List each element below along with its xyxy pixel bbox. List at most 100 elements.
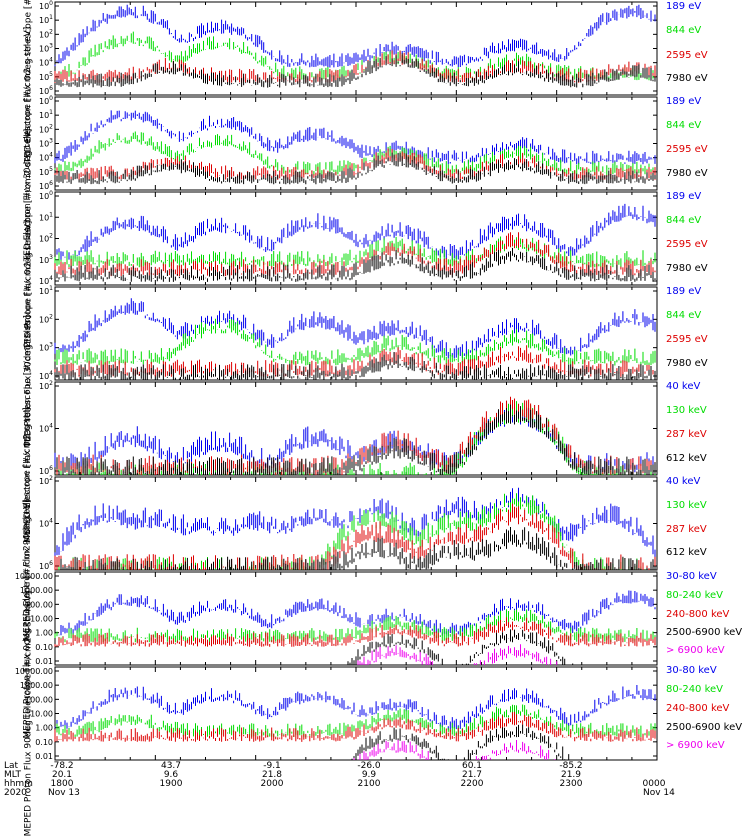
y-tick-exponent: 4 [49,518,53,525]
y-tick-label: 101 [39,14,53,25]
y-tick-exponent: 6 [49,180,53,187]
series-189-ev [54,298,656,359]
series-189-ev [54,110,656,165]
series-612-kev [54,404,656,475]
panel-4: 101 102 103 104 [39,285,658,381]
hhmm-value: 1900 [159,779,183,789]
channel-label: 30-80 keV [666,571,717,582]
channel-label: 2500-6900 keV [666,722,743,733]
series-30-80-kev [54,590,656,637]
panel-6: 102 104 106 [39,475,658,571]
y-tick-exponent: 3 [49,43,53,50]
series-240-800-kev [54,617,656,647]
series-844-ev [54,31,656,81]
panel-8: 10000.00 1000.00 100.00 10.00 1.00 0.10 0.01 [15,666,658,761]
channel-label: 80-240 keV [666,590,724,601]
plot-canvas: 1001011021031041051061001011021031041051… [15,0,658,761]
channel-label: > 6900 keV [666,740,725,751]
y-tick-exponent: 2 [49,313,53,320]
y-tick-label: 102 [39,233,53,244]
y-tick-label: 106 [39,180,53,191]
y-tick-label: 102 [39,123,53,134]
channel-label: > 6900 keV [666,645,725,656]
mlt-value: 9.6 [163,770,179,780]
lat-value: -78.2 [50,761,74,771]
y-tick-label: 101 [39,109,53,120]
y-tick-label: 100 [39,190,53,201]
y-tick-label: 100 [39,95,53,106]
channel-label: 7980 eV [666,73,708,84]
channel-label: 80-240 keV [666,684,724,695]
y-tick-exponent: 2 [49,380,53,387]
series-2500-6900-kev [347,629,574,665]
y-tick-exponent: 1 [49,14,53,21]
channel-label: 130 keV [666,500,707,511]
y-tick-label: 104 [39,518,53,529]
channel-label: 189 eV [666,1,702,12]
channel-label: 40 keV [666,476,701,487]
series-240-800-kev [54,711,656,742]
series-189-ev [54,4,656,68]
hhmm-value: 0000 [642,779,666,789]
y-tick-exponent: 6 [49,465,53,472]
y-tick-label: 102 [39,380,53,391]
channel-label: 287 keV [666,429,707,440]
hhmm-value: 2300 [559,779,583,789]
series-2500-6900-kev [345,724,570,760]
channel-label: 2595 eV [666,144,708,155]
y-tick-exponent: 4 [49,275,53,282]
channel-label: 40 keV [666,381,701,392]
y-tick-label: 104 [39,370,53,381]
y-tick-label: 106 [39,465,53,476]
y-tick-exponent: 1 [49,109,53,116]
channel-label: 2500-6900 keV [666,627,743,638]
lat-value: 43.7 [160,761,182,771]
hhmm-value: 2200 [460,779,484,789]
channel-label: 7980 eV [666,168,708,179]
y-tick-exponent: 4 [49,152,53,159]
channel-label: 844 eV [666,310,702,321]
series-7980-ev [54,152,656,185]
y-tick-exponent: 0 [49,0,53,7]
y-tick-exponent: 2 [49,233,53,240]
y-tick-exponent: 1 [49,211,53,218]
series-7980-ev [54,247,656,282]
y-tick-label: 104 [39,275,53,286]
y-tick-label: 10000.00 [15,667,53,676]
channel-label: 240-800 keV [666,703,730,714]
y-tick-label: 106 [39,560,53,571]
mlt-row-label: MLT [4,770,22,780]
y-tick-label: 105 [39,71,53,82]
y-tick-label: 102 [39,313,53,324]
channel-label: 612 keV [666,547,707,558]
channel-label: 7980 eV [666,263,708,274]
y-tick-label: 1.00 [35,629,53,638]
channel-label: 189 eV [666,191,702,202]
y-tick-exponent: 5 [49,166,53,173]
y-tick-exponent: 4 [49,370,53,377]
y-tick-label: 1000.00 [20,586,53,595]
y-tick-label: 1.00 [35,724,53,733]
y-tick-label: 10.00 [30,615,53,624]
y-tick-exponent: 2 [49,475,53,482]
mlt-value: 21.7 [461,770,483,780]
lat-value: -85.2 [559,761,583,771]
channel-label: 2595 eV [666,50,708,61]
y-tick-label: 0.01 [35,657,53,666]
channel-label: 7980 eV [666,358,708,369]
series-844-ev [54,318,656,366]
channel-label: 844 eV [666,25,702,36]
channel-label: 612 keV [666,453,707,464]
series-30-80-kev [54,685,656,731]
y-tick-label: 100 [39,0,53,11]
panel-frame [54,666,658,761]
series--6900-kev [353,739,556,760]
y-tick-exponent: 3 [49,254,53,261]
y-tick-exponent: 1 [49,285,53,292]
y-tick-label: 103 [39,254,53,265]
channel-label: 189 eV [666,96,702,107]
y-axis-label: MEPED Proton Flux 90deg telescope [#/cm2… [2,591,54,836]
y-tick-exponent: 0 [49,190,53,197]
